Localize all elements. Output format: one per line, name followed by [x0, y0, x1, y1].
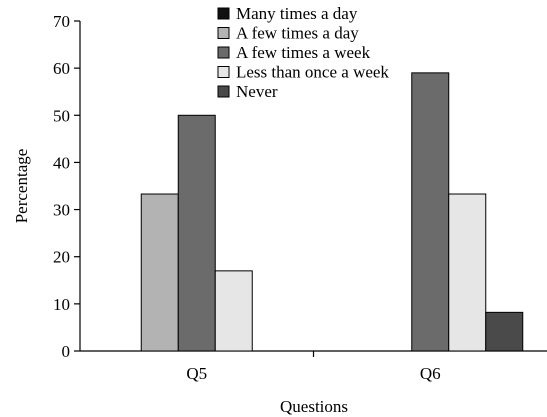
legend-label: A few times a week: [236, 43, 371, 62]
y-tick-label: 60: [53, 59, 70, 78]
bar: [485, 311, 524, 352]
y-tick-label: 0: [62, 342, 71, 361]
legend-swatch: [217, 7, 230, 20]
legend-swatch: [217, 27, 230, 39]
y-tick-label: 70: [53, 12, 70, 31]
y-tick-label: 40: [53, 153, 70, 172]
x-axis-title: Questions: [280, 397, 348, 416]
bar: [411, 72, 450, 352]
legend-swatch: [217, 46, 230, 59]
bars: [140, 72, 524, 352]
x-tick-label: Q6: [420, 364, 441, 383]
axes: 0 10 20 30 40 50 60 70 Q5 Q6: [53, 12, 547, 383]
legend-swatch: [217, 66, 230, 78]
legend-label: Less than once a week: [236, 63, 389, 82]
bar: [214, 270, 253, 352]
legend-swatch: [217, 85, 230, 98]
bar: [177, 114, 216, 352]
bar: [140, 193, 179, 352]
y-tick-label: 30: [53, 201, 70, 220]
y-tick-label: 10: [53, 295, 70, 314]
x-tick-label: Q5: [186, 364, 207, 383]
legend-label: A few times a day: [236, 24, 359, 43]
legend-label: Never: [236, 82, 278, 101]
y-tick-label: 50: [53, 106, 70, 125]
bar: [448, 193, 487, 352]
y-axis-title: Percentage: [12, 149, 31, 224]
y-tick-label: 20: [53, 248, 70, 267]
legend-label: Many times a day: [236, 4, 358, 23]
